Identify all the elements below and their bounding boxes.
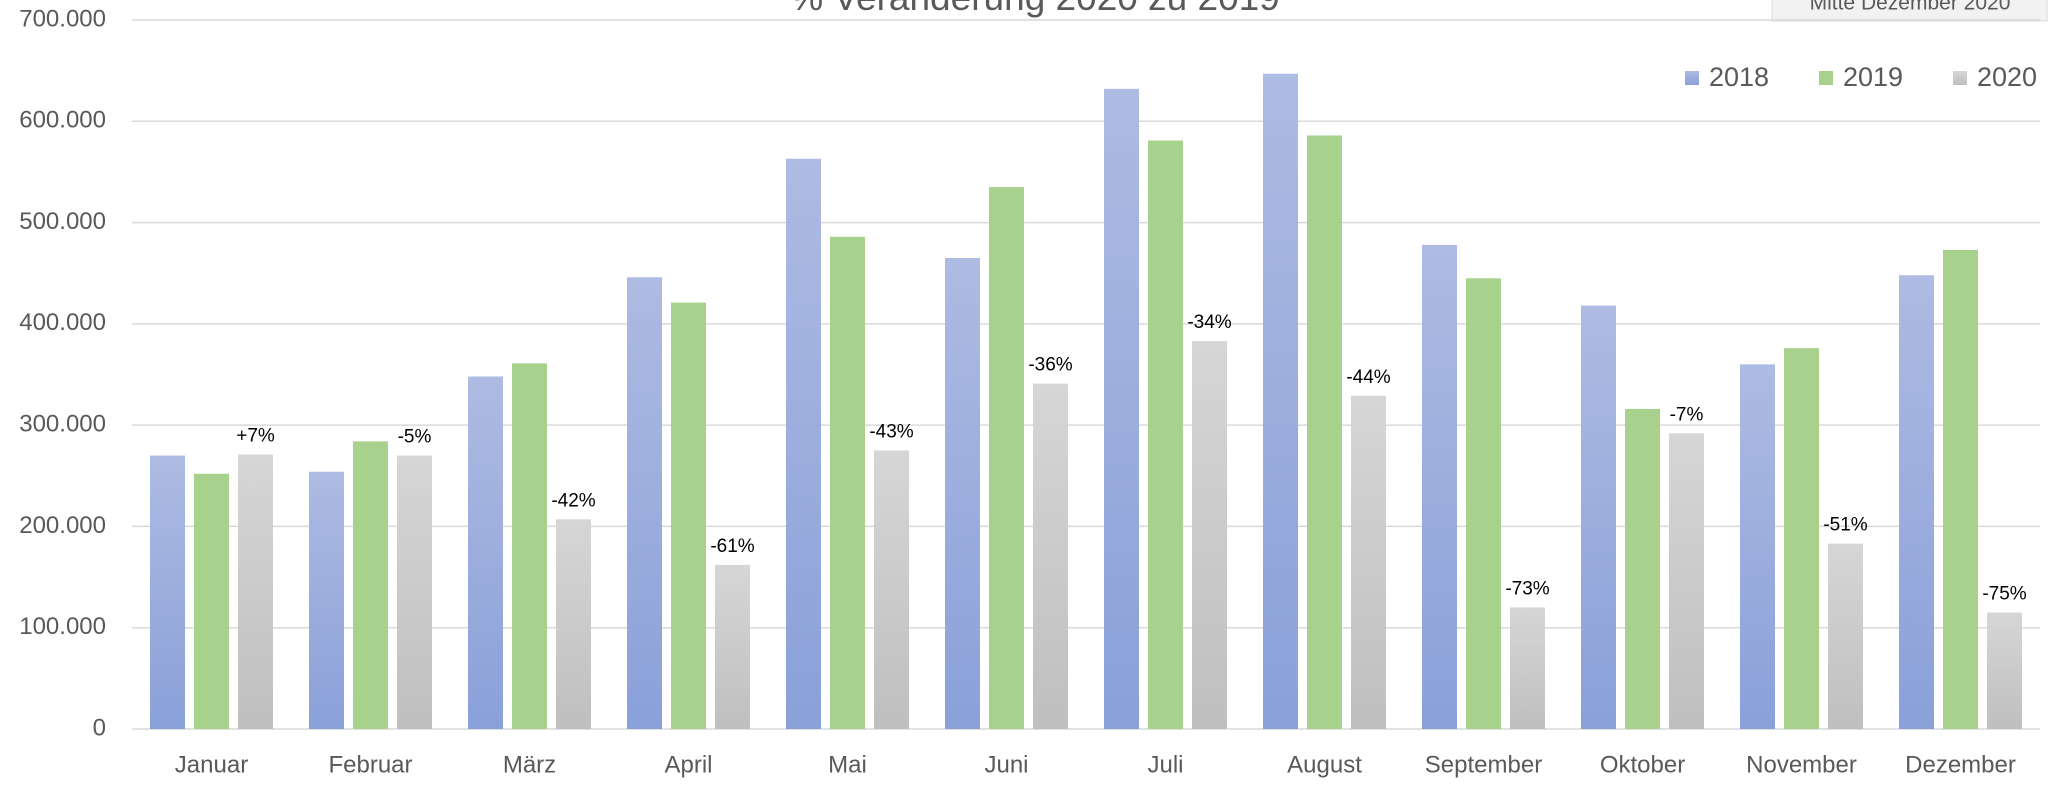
annotation: -73% (1505, 578, 1549, 599)
annotation: -7% (1670, 404, 1704, 425)
bar (194, 473, 229, 729)
bar (238, 454, 273, 729)
bar (1899, 275, 1934, 729)
bar (512, 363, 547, 729)
x-tick-label: Oktober (1600, 751, 1685, 778)
bar (556, 519, 591, 729)
bar (786, 158, 821, 730)
bar (1466, 278, 1501, 729)
chart-title: % Veränderung 2020 zu 2019 (790, 0, 1280, 18)
bar (1510, 607, 1545, 729)
bar (989, 187, 1024, 729)
x-tick-label: September (1425, 751, 1542, 778)
annotation: +7% (236, 426, 275, 447)
annotation: -5% (398, 427, 432, 448)
annotation: -36% (1028, 355, 1072, 376)
x-tick-label: April (664, 751, 712, 778)
bar (1987, 612, 2022, 729)
y-tick-label: 0 (93, 714, 106, 741)
y-tick-label: 100.000 (19, 613, 106, 640)
bar (309, 471, 344, 729)
x-tick-label: März (503, 751, 556, 778)
bar (1943, 249, 1978, 729)
y-tick-label: 300.000 (19, 410, 106, 437)
annotation: -51% (1823, 515, 1867, 536)
y-tick-label: 400.000 (19, 309, 106, 336)
x-tick-label: August (1287, 751, 1362, 778)
bar (671, 302, 706, 729)
bar (1104, 88, 1139, 730)
annotation: -42% (551, 490, 595, 511)
y-tick-label: 700.000 (19, 5, 106, 32)
y-tick-label: 600.000 (19, 107, 106, 134)
legend-label: 2019 (1843, 62, 1903, 92)
bar (874, 450, 909, 729)
bar (1828, 543, 1863, 729)
annotation: -44% (1346, 367, 1390, 388)
x-tick-label: Juli (1147, 751, 1183, 778)
note-box (1771, 0, 2048, 22)
bar (1669, 433, 1704, 729)
bar (715, 564, 750, 729)
bar (1033, 383, 1068, 729)
x-tick-label: Dezember (1905, 751, 2016, 778)
bar (1625, 408, 1660, 729)
annotation: -75% (1982, 584, 2026, 605)
bar (468, 376, 503, 729)
legend-label: 2020 (1977, 62, 2037, 92)
y-tick-label: 500.000 (19, 208, 106, 235)
y-tick-label: 200.000 (19, 512, 106, 539)
legend-swatch (1953, 71, 1967, 85)
legend-swatch (1819, 71, 1833, 85)
x-tick-label: Juni (984, 751, 1028, 778)
bar (1740, 364, 1775, 729)
x-tick-label: November (1746, 751, 1857, 778)
bar (1422, 244, 1457, 729)
bar (830, 236, 865, 729)
annotation: -61% (710, 536, 754, 557)
legend-swatch (1685, 71, 1699, 85)
x-tick-label: Mai (828, 751, 867, 778)
bar (1581, 305, 1616, 729)
x-tick-label: Januar (175, 751, 248, 778)
note: Mitte Dezember 2020 (1810, 0, 2011, 15)
annotation: -43% (869, 421, 913, 442)
bar (945, 258, 980, 729)
bar (627, 277, 662, 729)
bar (1307, 135, 1342, 730)
bar (150, 455, 185, 729)
bar (353, 441, 388, 729)
legend-label: 2018 (1709, 62, 1769, 92)
bar (1351, 395, 1386, 729)
bar (1148, 140, 1183, 729)
bar (1784, 348, 1819, 729)
annotation: -34% (1187, 312, 1231, 333)
x-tick-label: Februar (328, 751, 412, 778)
bar (1192, 341, 1227, 729)
bar (1263, 73, 1298, 730)
bar (397, 455, 432, 729)
